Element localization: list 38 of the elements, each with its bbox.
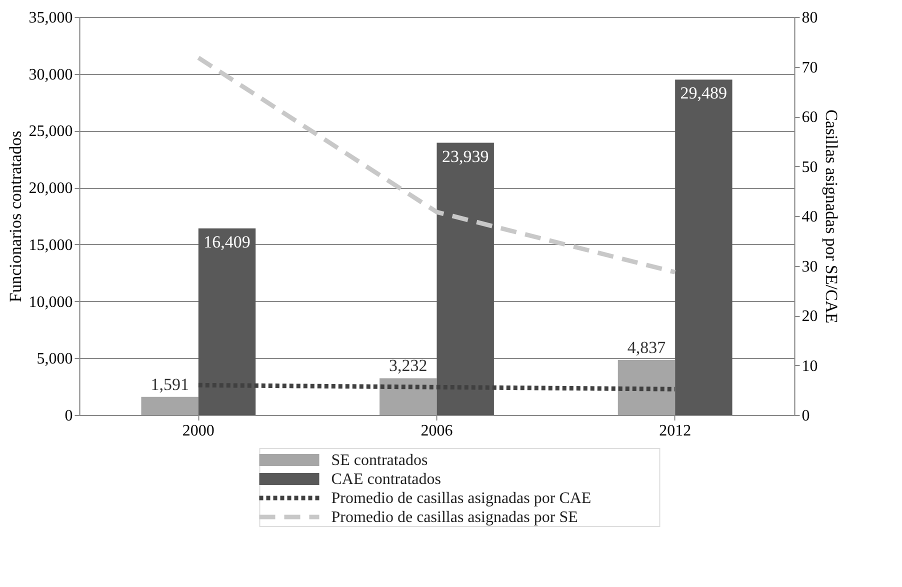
data-label: 16,409 [204, 232, 250, 252]
bar [436, 142, 494, 415]
bar [675, 80, 732, 415]
y2-tick-label: 0 [802, 408, 810, 424]
y2-tick-label: 20 [802, 308, 818, 325]
y2-tick-label: 40 [802, 208, 818, 226]
legend-label: CAE contratados [331, 471, 441, 488]
legend-label: Promedio de casillas asignadas por SE [331, 509, 578, 526]
data-label: 23,939 [442, 146, 489, 166]
y2-tick-label: 80 [802, 10, 818, 26]
y-tick-label: 0 [64, 408, 73, 424]
y2-axis-title: Casillas asignadas por SE/CAE [822, 110, 841, 324]
y-tick-label: 5,000 [36, 350, 73, 368]
data-label: 4,837 [627, 338, 666, 357]
bar [198, 228, 256, 415]
y2-tick-label: 30 [802, 258, 818, 276]
y-tick-label: 25,000 [28, 123, 73, 140]
y2-tick-label: 70 [802, 59, 818, 76]
bar [618, 360, 676, 415]
legend-label: SE contratados [331, 452, 428, 469]
legend-label: Promedio de casillas asignadas por CAE [331, 490, 592, 507]
x-tick-label: 2000 [182, 422, 214, 440]
y2-tick-label: 10 [802, 358, 818, 375]
bar [380, 378, 437, 415]
y-tick-label: 35,000 [28, 10, 73, 26]
bar [141, 396, 198, 415]
y-tick-label: 15,000 [28, 236, 73, 254]
y2-tick-label: 60 [802, 109, 818, 126]
x-tick-label: 2012 [659, 422, 692, 440]
data-label: 1,591 [150, 374, 189, 394]
y-axis-title: Funcionarios contratados [6, 130, 25, 302]
y-tick-label: 10,000 [28, 294, 73, 311]
y-tick-label: 20,000 [28, 180, 73, 198]
y2-tick-label: 50 [802, 158, 818, 176]
y-tick-label: 30,000 [28, 66, 73, 84]
data-label: 3,232 [389, 356, 428, 376]
x-tick-label: 2006 [420, 422, 453, 440]
data-label: 29,489 [680, 84, 728, 103]
